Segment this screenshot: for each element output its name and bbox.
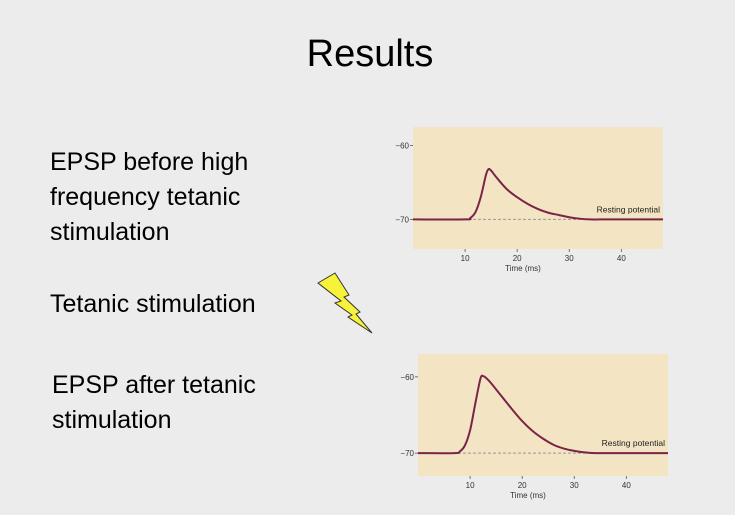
y-tick-label: −70 bbox=[400, 449, 414, 458]
x-tick-label: 10 bbox=[466, 481, 475, 490]
lightning-bolt-icon bbox=[317, 272, 373, 334]
slide-title: Results bbox=[306, 33, 434, 75]
x-tick-label: 40 bbox=[622, 481, 631, 490]
x-tick-label: 10 bbox=[461, 254, 470, 263]
epsp-trace-line bbox=[417, 374, 668, 455]
epsp-trace-line bbox=[412, 167, 663, 221]
plot-area bbox=[418, 354, 668, 476]
y-tick-label: −60 bbox=[400, 373, 414, 382]
resting-potential-label: Resting potential bbox=[602, 438, 665, 448]
plot-area bbox=[413, 127, 663, 249]
epsp-before-text: EPSP before high frequency tetanic stimu… bbox=[50, 148, 249, 246]
x-tick-label: 30 bbox=[570, 481, 579, 490]
epsp-after-text: EPSP after tetanic stimulation bbox=[52, 371, 256, 434]
x-axis-label: Time (ms) bbox=[510, 491, 546, 500]
x-tick-label: 20 bbox=[518, 481, 527, 490]
x-tick-label: 40 bbox=[617, 254, 626, 263]
tetanic-stimulation-text: Tetanic stimulation bbox=[50, 290, 256, 318]
epsp-after-chart: −60 −70 10 20 30 40 Time (ms) Resting potential bbox=[400, 354, 668, 500]
x-axis-label: Time (ms) bbox=[505, 264, 541, 273]
x-tick-label: 30 bbox=[565, 254, 574, 263]
resting-potential-label: Resting potential bbox=[597, 204, 660, 214]
y-tick-label: −60 bbox=[395, 141, 409, 150]
epsp-before-chart: −60 −70 10 20 30 40 Time (ms) Resting potential bbox=[395, 127, 663, 273]
x-tick-label: 20 bbox=[513, 254, 522, 263]
y-tick-label: −70 bbox=[395, 215, 409, 224]
